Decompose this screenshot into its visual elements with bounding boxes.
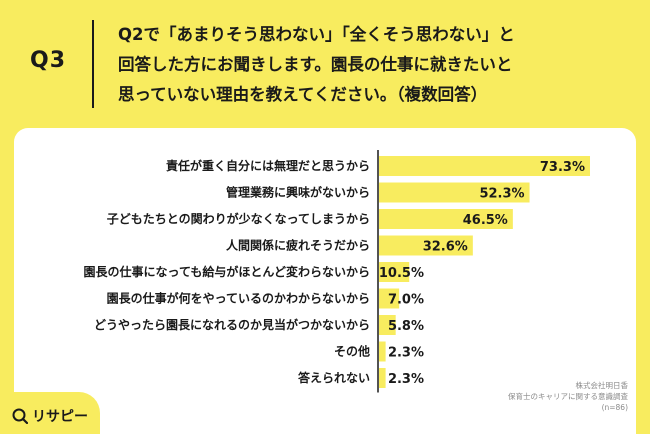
bar-0 — [379, 156, 590, 176]
value-label-0: 73.3% — [540, 160, 585, 175]
header: Q3 Q2で「あまりそう思わない」「全くそう思わない」と 回答した方にお聞きしま… — [0, 0, 650, 128]
value-label-1: 52.3% — [479, 187, 524, 202]
value-label-7: 2.3% — [388, 346, 424, 361]
category-label-5: 園長の仕事が何をやっているのかわからないから — [107, 291, 370, 306]
question-line-3: 思っていない理由を教えてください。（複数回答） — [118, 85, 488, 104]
category-label-7: その他 — [334, 344, 370, 359]
category-label-3: 人間関係に疲れそうだから — [226, 238, 370, 253]
category-label-2: 子どもたちとの関わりが少なくなってしまうから — [107, 211, 370, 226]
bar-6 — [379, 315, 396, 335]
category-label-4: 園長の仕事になっても給与がほとんど変わらないから — [84, 264, 370, 279]
chart-card: 責任が重く自分には無理だと思うから 73.3% 管理業務に興味がないから 52.3% 子… — [14, 128, 636, 434]
value-label-4: 10.5% — [379, 266, 424, 281]
bar-2 — [379, 209, 513, 229]
bar-1 — [379, 182, 530, 203]
question-line-2: 回答した方にお聞きします。園長の仕事に就きたいと — [118, 55, 513, 74]
brand-name: リサピー — [32, 409, 88, 425]
category-label-0: 責任が重く自分には無理だと思うから — [166, 158, 370, 173]
magnifier-icon — [12, 408, 28, 424]
header-divider — [92, 20, 94, 108]
value-label-8: 2.3% — [388, 372, 424, 387]
source-note: 株式会社明日香 保育士のキャリアに関する意識調査 (n=86) — [508, 380, 628, 413]
question-number: Q3 — [30, 48, 67, 73]
source-sample-size: (n=86) — [601, 403, 628, 412]
category-label-6: どうやったら園長になれるのか見当がつかないから — [94, 317, 370, 332]
value-label-5: 7.0% — [388, 293, 424, 308]
value-label-2: 46.5% — [463, 213, 508, 228]
bar-chart: 責任が重く自分には無理だと思うから 73.3% 管理業務に興味がないから 52.3% 子… — [84, 150, 590, 393]
bar-8 — [379, 368, 386, 388]
source-survey: 保育士のキャリアに関する意識調査 — [508, 392, 628, 401]
question-text: Q2で「あまりそう思わない」「全くそう思わない」と 回答した方にお聞きします。園… — [118, 20, 638, 110]
bar-5 — [379, 288, 400, 309]
bar-3 — [379, 235, 473, 256]
value-label-3: 32.6% — [423, 240, 468, 255]
brand-logo: リサピー — [0, 392, 100, 434]
source-company: 株式会社明日香 — [575, 381, 629, 390]
value-label-6: 5.8% — [388, 319, 424, 334]
question-line-1: Q2で「あまりそう思わない」「全くそう思わない」と — [118, 25, 515, 44]
bar-4 — [379, 262, 410, 282]
category-label-1: 管理業務に興味がないから — [226, 185, 370, 200]
category-label-8: 答えられない — [298, 370, 370, 385]
bar-7 — [379, 341, 386, 362]
